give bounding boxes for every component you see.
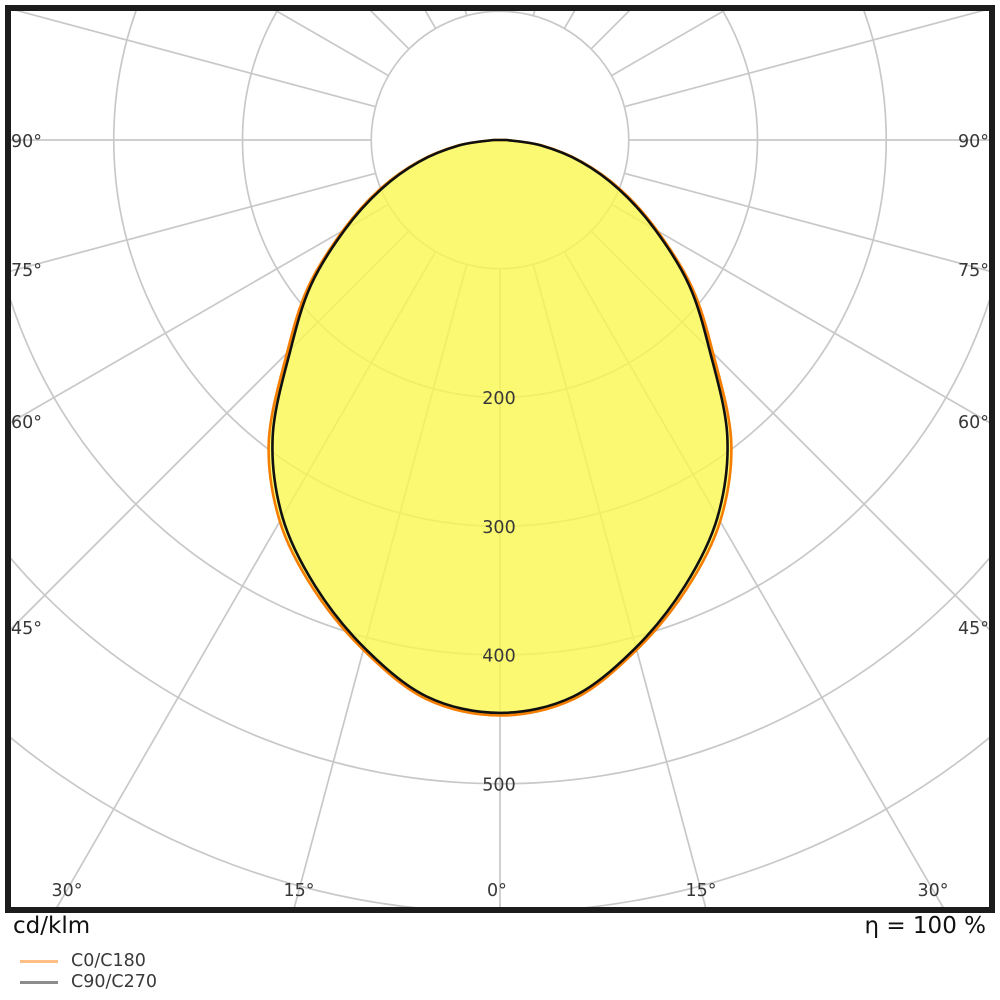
grid-spoke xyxy=(624,172,990,273)
angle-tick-label: 0° xyxy=(487,881,507,901)
radial-tick-label: 500 xyxy=(482,775,515,795)
radial-tick-label: 400 xyxy=(482,647,515,667)
grid-spoke xyxy=(11,10,376,108)
legend-swatch xyxy=(20,960,58,963)
units-label: cd/klm xyxy=(13,913,91,939)
angle-tick-label: 75° xyxy=(958,261,989,281)
angle-tick-label: 90° xyxy=(958,132,989,152)
legend-label: C0/C180 xyxy=(71,951,146,971)
legend: C0/C180 C90/C270 xyxy=(20,951,157,993)
grid-spoke xyxy=(590,230,990,632)
legend-label: C90/C270 xyxy=(71,972,158,992)
polar-chart: 200 300 400 500 90° 75° 60° 45° 90° 75° 60° 45° 30° 1… xyxy=(5,5,995,913)
radial-tick-label: 300 xyxy=(482,518,515,538)
angle-tick-label: 30° xyxy=(917,881,948,901)
plot-frame xyxy=(5,5,995,913)
angle-tick-label: 30° xyxy=(51,881,82,901)
angle-tick-label: 45° xyxy=(958,619,989,639)
curve-c90-c270 xyxy=(271,138,729,715)
grid-spoke xyxy=(611,10,727,77)
angle-tick-label: 75° xyxy=(11,261,42,281)
grid-spoke xyxy=(611,203,990,424)
grid-spoke xyxy=(10,172,376,273)
angle-tick-label: 45° xyxy=(11,619,42,639)
grid-spoke xyxy=(10,203,389,424)
angle-tick-label: 60° xyxy=(11,413,42,433)
distribution-curves xyxy=(267,138,733,717)
radial-tick-label: 200 xyxy=(482,389,515,409)
angle-tick-label: 15° xyxy=(283,881,314,901)
distribution-fill xyxy=(268,140,732,716)
legend-item: C0/C180 xyxy=(20,951,157,972)
efficiency-label: η = 100 % xyxy=(864,913,986,939)
legend-swatch xyxy=(20,981,58,984)
angle-tick-label: 90° xyxy=(11,132,42,152)
angle-tick-label: 15° xyxy=(685,881,716,901)
angle-tick-label: 60° xyxy=(958,413,989,433)
legend-item: C90/C270 xyxy=(20,972,157,993)
grid-spoke xyxy=(624,10,989,108)
grid-spoke xyxy=(273,10,389,77)
grid-spoke xyxy=(10,230,410,632)
